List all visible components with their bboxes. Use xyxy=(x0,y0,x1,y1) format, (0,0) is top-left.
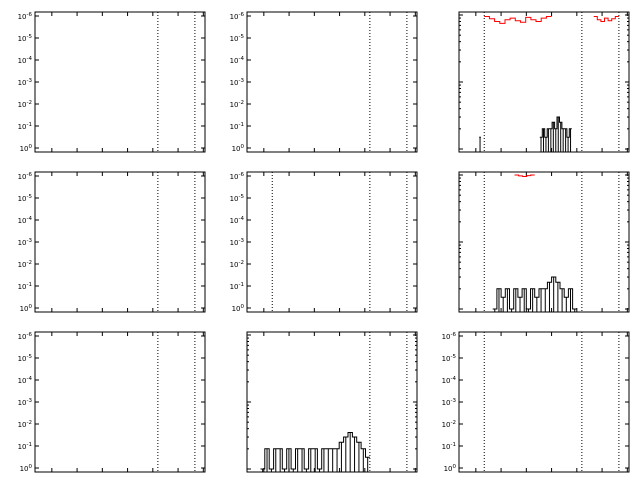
y-tick-label: 10-5 xyxy=(230,194,245,203)
y-tick-label: 10-5 xyxy=(18,34,33,43)
plot-frame xyxy=(34,331,206,473)
y-tick-label: 100 xyxy=(232,304,245,313)
y-tick-label: 10-6 xyxy=(18,332,33,341)
y-tick-label: 10-4 xyxy=(18,216,33,225)
panel-1: 100 10-1 10-2 10-3 10-4 10-5 10-6 xyxy=(18,11,206,153)
panel-7: 100 10-1 10-2 10-3 10-4 10-5 10-6 xyxy=(18,331,206,473)
y-tick-label: 10-3 xyxy=(230,78,245,87)
lld-series-line xyxy=(593,16,619,22)
y-tick-label: 10-4 xyxy=(442,376,457,385)
y-tick-label: 10-5 xyxy=(18,194,33,203)
plot-frame xyxy=(34,171,206,313)
y-tick-label: 10-1 xyxy=(442,442,456,451)
y-tick-label: 10-2 xyxy=(18,260,32,269)
y-tick-label: 10-3 xyxy=(18,78,33,87)
y-tick-label: 10-2 xyxy=(18,420,32,429)
y-tick-label: 10-4 xyxy=(18,56,33,65)
y-tick-label: 10-4 xyxy=(230,216,245,225)
y-tick-label: 100 xyxy=(444,464,457,473)
y-tick-label: 10-6 xyxy=(230,12,245,21)
panel-6 xyxy=(458,171,630,313)
y-tick-label: 10-6 xyxy=(230,172,245,181)
panel-2: 100 10-1 10-2 10-3 10-4 10-5 10-6 xyxy=(230,11,418,153)
y-tick-label: 10-2 xyxy=(230,260,244,269)
y-tick-label: 100 xyxy=(20,144,33,153)
y-tick-label: 100 xyxy=(20,464,33,473)
y-tick-label: 10-2 xyxy=(442,420,456,429)
y-tick-label: 10-4 xyxy=(230,56,245,65)
y-tick-label: 10-6 xyxy=(18,12,33,21)
panel-4: 100 10-1 10-2 10-3 10-4 10-5 10-6 xyxy=(18,171,206,313)
y-tick-label: 100 xyxy=(20,304,33,313)
y-tick-label: 10-1 xyxy=(18,442,32,451)
y-tick-label: 100 xyxy=(232,144,245,153)
y-tick-label: 10-4 xyxy=(18,376,33,385)
y-tick-label: 10-6 xyxy=(18,172,33,181)
y-tick-label: 10-2 xyxy=(230,100,244,109)
y-tick-label: 10-5 xyxy=(18,354,33,363)
events-series-line xyxy=(260,432,370,470)
plot-frame xyxy=(34,11,206,153)
plot-frame xyxy=(246,331,418,473)
panel-8 xyxy=(246,331,418,473)
y-tick-label: 10-3 xyxy=(18,238,33,247)
panel-3 xyxy=(458,11,630,153)
y-tick-label: 10-6 xyxy=(442,332,457,341)
lld-series-line xyxy=(484,16,552,24)
events-series-line xyxy=(539,116,572,138)
y-tick-label: 10-1 xyxy=(18,282,32,291)
y-tick-label: 10-3 xyxy=(230,238,245,247)
y-tick-label: 10-5 xyxy=(230,34,245,43)
y-tick-label: 10-1 xyxy=(230,282,244,291)
lld-series-line xyxy=(514,174,535,177)
y-tick-label: 10-1 xyxy=(230,122,244,131)
y-tick-label: 10-1 xyxy=(18,122,32,131)
panel-9: 100 10-1 10-2 10-3 10-4 10-5 10-6 xyxy=(442,331,630,473)
y-tick-label: 10-2 xyxy=(18,100,32,109)
y-tick-label: 10-3 xyxy=(18,398,33,407)
y-tick-label: 10-5 xyxy=(442,354,457,363)
y-tick-label: 10-3 xyxy=(442,398,457,407)
plot-frame xyxy=(246,11,418,153)
panel-5: 100 10-1 10-2 10-3 10-4 10-5 10-6 xyxy=(230,171,418,313)
events-series-line xyxy=(492,276,577,310)
